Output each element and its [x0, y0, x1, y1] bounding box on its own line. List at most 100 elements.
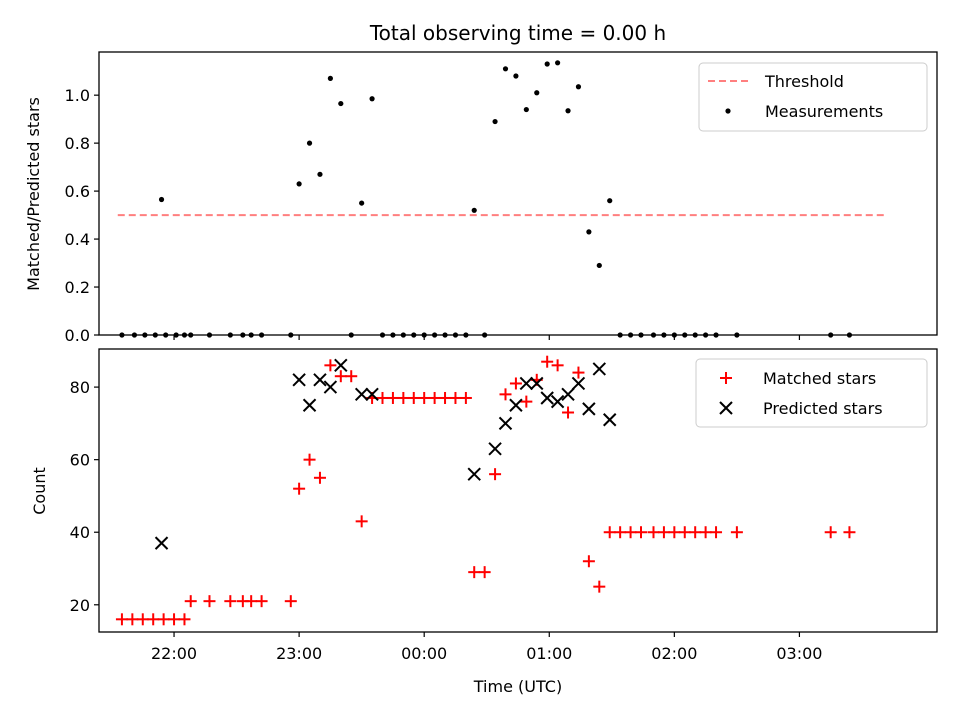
- y-tick-label: 60: [70, 451, 90, 470]
- matched-stars-point: [541, 355, 554, 368]
- threshold-legend-label: Threshold: [764, 72, 844, 91]
- top-x-axis-ticks: [173, 335, 801, 340]
- y-tick-label: 0.4: [65, 230, 90, 249]
- measurement-point: [586, 229, 592, 235]
- matched-stars-point: [345, 370, 358, 383]
- top-y-axis-ticks: 0.0 0.2 0.4 0.6 0.8 1.0: [65, 86, 99, 345]
- matched-stars-point: [843, 526, 856, 539]
- x-tick-label: 01:00: [526, 644, 572, 663]
- matched-stars-point: [624, 526, 637, 539]
- matched-stars-point: [245, 595, 258, 608]
- matched-stars-point: [255, 595, 268, 608]
- x-tick-label: 23:00: [276, 644, 322, 663]
- matched-stars-point: [710, 526, 723, 539]
- top-legend: Threshold Measurements: [698, 62, 928, 132]
- matched-stars-point: [668, 526, 681, 539]
- predicted-stars-point: [561, 387, 575, 402]
- y-tick-label: 80: [70, 378, 90, 397]
- predicted-stars-point: [302, 398, 317, 412]
- matched-stars-point: [593, 580, 606, 593]
- matched-stars-point: [459, 391, 472, 404]
- y-tick-label: 0.2: [65, 278, 90, 297]
- predicted-stars-point: [365, 387, 379, 402]
- predicted-stars-point: [592, 362, 607, 376]
- predicted-stars-point: [571, 376, 586, 391]
- bottom-plot-frame: [98, 348, 938, 633]
- measurement-point: [502, 66, 509, 72]
- matched-stars-point: [509, 377, 522, 390]
- matched-stars-point: [324, 359, 337, 372]
- matched-stars-point: [303, 453, 316, 466]
- matched-stars-point: [439, 391, 452, 404]
- matched-stars-point: [562, 406, 575, 419]
- measurement-point: [317, 171, 323, 177]
- matched-stars-point: [428, 391, 441, 404]
- predicted-legend-swatch: [719, 401, 733, 415]
- measurement-point: [492, 118, 498, 125]
- predicted-stars-point: [292, 373, 306, 387]
- matched-stars-point: [634, 526, 647, 539]
- y-tick-label: 40: [70, 523, 90, 542]
- measurement-point: [359, 200, 365, 206]
- measurement-point: [327, 75, 333, 81]
- matched-stars-point: [647, 526, 660, 539]
- predicted-stars-point: [154, 536, 169, 550]
- matched-stars-point: [689, 526, 702, 539]
- x-tick-label: 22:00: [151, 644, 197, 663]
- matched-stars-point: [603, 526, 616, 539]
- x-tick-label: 02:00: [651, 644, 697, 663]
- matched-stars-point: [136, 613, 149, 626]
- matched-stars-point: [157, 613, 170, 626]
- matched-stars-point: [376, 391, 389, 404]
- matched-stars-point: [449, 391, 462, 404]
- matched-stars-point: [126, 613, 139, 626]
- y-tick-label: 20: [70, 596, 90, 615]
- chart-title: Total observing time = 0.00 h: [369, 21, 666, 45]
- top-y-axis-label: Matched/Predicted stars: [24, 97, 43, 291]
- matched-legend-label: Matched stars: [763, 369, 876, 388]
- predicted-stars-point: [498, 416, 513, 431]
- matched-stars-point: [614, 526, 627, 539]
- predicted-stars-point: [488, 442, 502, 456]
- matched-stars-point: [178, 613, 191, 626]
- matched-stars-point: [224, 595, 237, 608]
- matched-stars-point: [184, 595, 197, 608]
- predicted-stars-point: [519, 376, 534, 391]
- predicted-legend-label: Predicted stars: [763, 399, 883, 418]
- matched-stars-point: [824, 526, 837, 539]
- bottom-y-axis-label: Count: [30, 467, 49, 515]
- measurement-point: [471, 207, 477, 213]
- predicted-stars-point: [313, 373, 327, 387]
- matched-stars-point: [499, 388, 512, 401]
- top-legend-box: [698, 62, 928, 132]
- measurement-point: [513, 73, 519, 79]
- predicted-stars-point: [582, 402, 596, 416]
- matched-legend-swatch: [720, 372, 732, 384]
- bottom-legend-box: [695, 358, 928, 428]
- top-plot-frame: [98, 51, 938, 336]
- matched-stars-point: [147, 613, 160, 626]
- predicted-stars-point: [509, 398, 523, 412]
- measurement-point: [607, 198, 613, 204]
- predicted-stars-point: [467, 467, 481, 481]
- measurement-point: [565, 108, 571, 114]
- predicted-stars-point: [354, 387, 369, 402]
- matched-stars-point: [678, 526, 691, 539]
- measurement-point: [544, 61, 550, 67]
- bottom-y-axis-ticks: 20 40 60 80: [70, 378, 99, 615]
- measurement-point: [596, 262, 602, 269]
- x-axis-label: Time (UTC): [473, 677, 562, 696]
- matched-stars-point: [572, 366, 585, 379]
- measurement-point: [555, 60, 561, 66]
- matched-stars-point: [478, 566, 491, 579]
- matched-stars-point: [468, 566, 481, 579]
- predicted-stars-point: [530, 376, 544, 391]
- matched-stars-point: [313, 471, 326, 484]
- measurement-point: [575, 84, 582, 90]
- measurement-point: [369, 96, 375, 102]
- measurement-point: [296, 181, 302, 187]
- matched-stars-point: [418, 391, 431, 404]
- matched-stars-point: [520, 395, 533, 408]
